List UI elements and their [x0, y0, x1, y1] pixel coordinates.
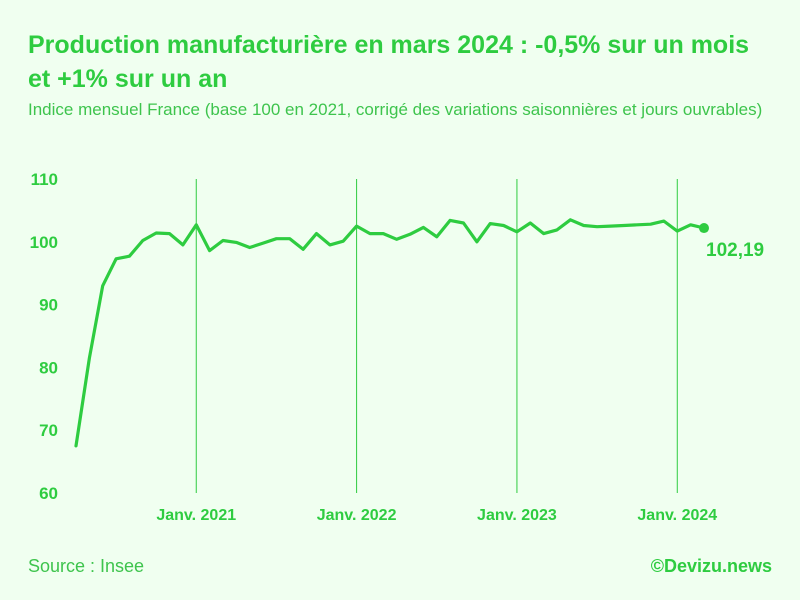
y-tick-label: 70 — [39, 421, 58, 440]
line-chart: 60 70 80 90 100 110 Janv. 2021 Janv. 2022 Janv. … — [30, 170, 765, 524]
y-tick-label: 100 — [30, 233, 58, 252]
x-tick-label: Janv. 2021 — [156, 507, 236, 524]
x-tick-label: Janv. 2023 — [477, 507, 557, 524]
y-tick-label: 80 — [39, 358, 58, 377]
y-tick-label: 60 — [39, 484, 58, 503]
series-line — [74, 218, 706, 448]
x-tick-label: Janv. 2024 — [637, 507, 717, 524]
chart-subtitle: Indice mensuel France (base 100 en 2021,… — [28, 100, 763, 119]
x-tick-label: Janv. 2022 — [317, 507, 397, 524]
y-tick-label: 90 — [39, 296, 58, 315]
brand-credit: ©Devizu.news — [650, 556, 772, 576]
chart-title: Production manufacturière en mars 2024 :… — [28, 31, 750, 93]
y-tick-label: 110 — [31, 170, 58, 189]
last-point-marker — [699, 223, 709, 234]
source-note: Source : Insee — [28, 556, 145, 576]
end-value-label: 102,19 — [706, 240, 764, 261]
